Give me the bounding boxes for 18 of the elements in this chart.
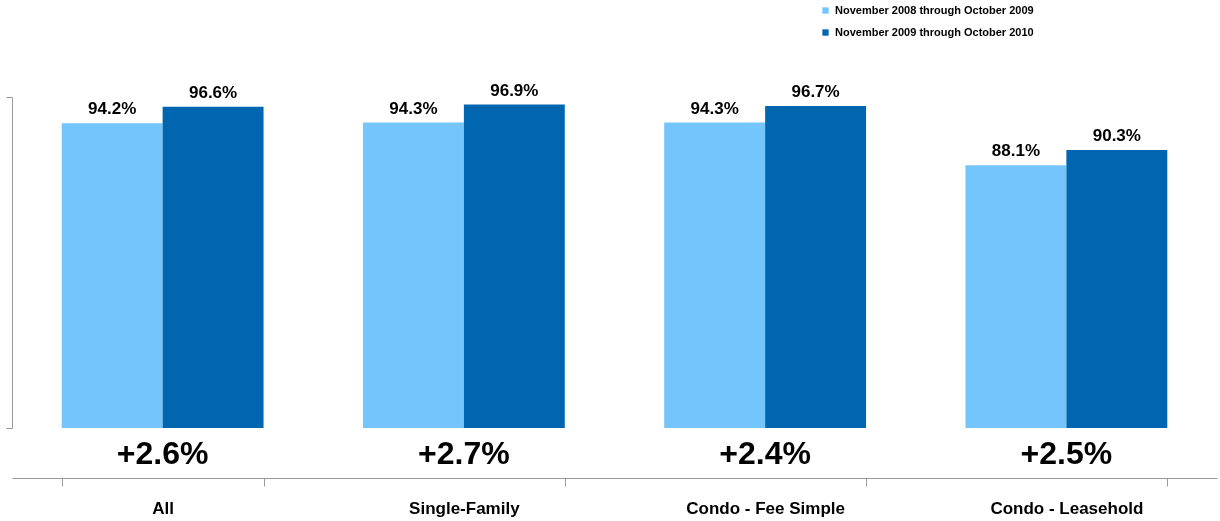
legend-label: November 2008 through October 2009 [835,3,1034,16]
data-label: 96.7% [791,81,840,101]
data-label: 88.1% [991,141,1041,161]
data-label: 94.3% [690,98,739,118]
data-label: 94.3% [389,98,438,118]
text: +2.6% [116,435,209,471]
data-label: 96.9% [490,80,539,100]
data-label: 96.6% [188,82,238,102]
text: +2.7% [418,435,510,471]
x-tick-label: All [152,498,174,518]
legend-label: November 2009 through October 2010 [835,25,1034,38]
data-label: 94.2% [88,99,137,119]
x-tick-label: Condo - Fee Simple [686,498,845,518]
x-tick-label: Condo - Leasehold [990,498,1144,518]
text: +2.5% [1020,435,1113,471]
text: +2.4% [719,435,811,471]
x-tick-label: Single-Family [409,498,521,518]
data-label: 90.3% [1092,126,1141,146]
